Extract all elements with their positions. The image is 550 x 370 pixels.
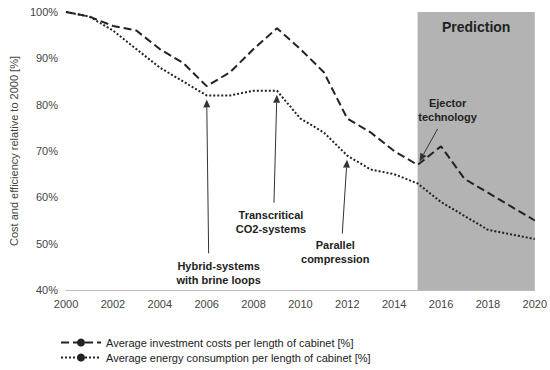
svg-text:2000: 2000 xyxy=(54,298,78,310)
svg-text:50%: 50% xyxy=(36,238,58,250)
svg-text:2016: 2016 xyxy=(429,298,453,310)
svg-text:2018: 2018 xyxy=(476,298,500,310)
svg-text:40%: 40% xyxy=(36,284,58,296)
svg-text:2006: 2006 xyxy=(194,298,218,310)
svg-text:2010: 2010 xyxy=(288,298,312,310)
svg-text:CO2-systems: CO2-systems xyxy=(236,223,306,235)
svg-text:70%: 70% xyxy=(36,145,58,157)
svg-text:2002: 2002 xyxy=(101,298,125,310)
svg-text:Parallel: Parallel xyxy=(316,239,355,251)
svg-text:60%: 60% xyxy=(36,191,58,203)
svg-text:2008: 2008 xyxy=(241,298,265,310)
svg-text:Average investment costs per l: Average investment costs per length of c… xyxy=(106,337,353,349)
svg-text:Hybrid-systems: Hybrid-systems xyxy=(177,260,260,272)
svg-text:90%: 90% xyxy=(36,52,58,64)
svg-text:compression: compression xyxy=(301,253,370,265)
svg-text:Average energy consumption per: Average energy consumption per length of… xyxy=(106,352,371,364)
svg-text:2004: 2004 xyxy=(148,298,172,310)
svg-text:2012: 2012 xyxy=(335,298,359,310)
svg-text:Transcritical: Transcritical xyxy=(239,209,304,221)
svg-text:2014: 2014 xyxy=(382,298,406,310)
svg-text:Prediction: Prediction xyxy=(442,19,510,35)
svg-text:2020: 2020 xyxy=(523,298,547,310)
svg-text:80%: 80% xyxy=(36,99,58,111)
svg-text:Ejector: Ejector xyxy=(429,97,467,109)
svg-text:Cost and efficiency relative t: Cost and efficiency relative to 2000 [%] xyxy=(8,56,20,246)
svg-text:with brine loops: with brine loops xyxy=(175,274,260,286)
svg-text:technology: technology xyxy=(418,111,478,123)
svg-text:100%: 100% xyxy=(30,6,58,18)
